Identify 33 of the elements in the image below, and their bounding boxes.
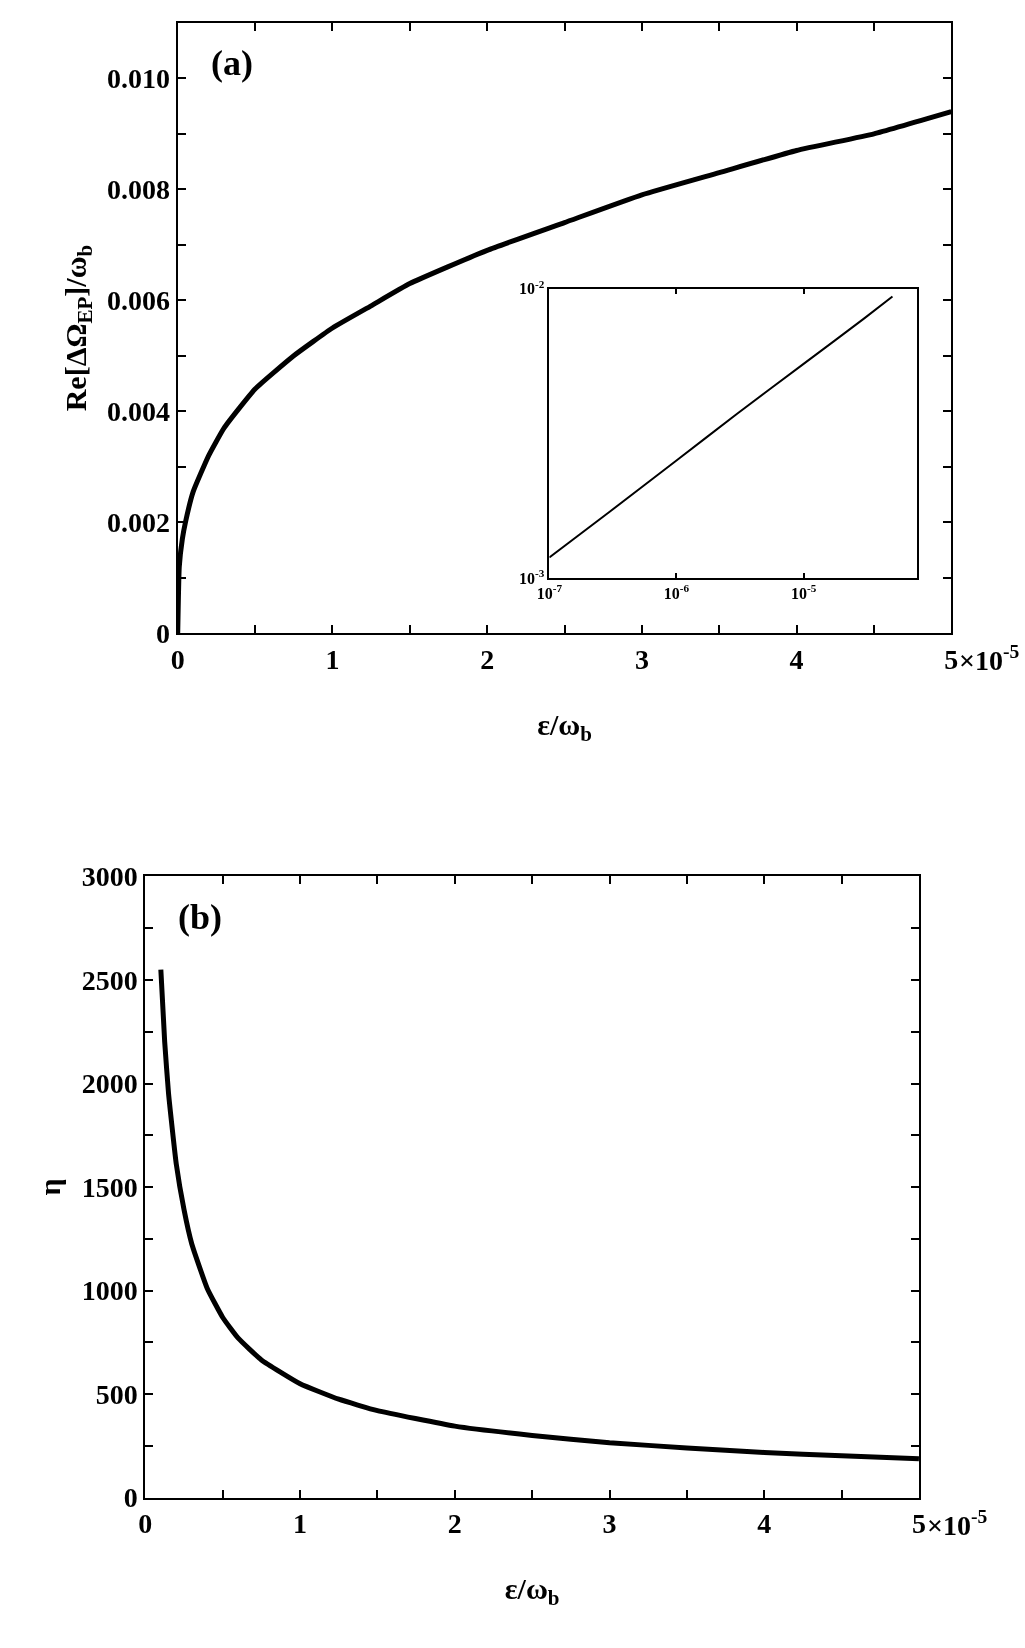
y-tick-label: 0 <box>123 1482 138 1514</box>
x-axis-title: ε/ω$_{b}$ <box>504 1572 560 1611</box>
y-tick-label: 0.010 <box>107 63 171 95</box>
y-tick-label: 0.002 <box>107 506 171 538</box>
x-tick-label: 5 <box>911 1508 926 1540</box>
x-axis-title: ε/ω$_{b}$ <box>537 707 592 747</box>
y-tick-label: 3000 <box>81 861 138 893</box>
y-tick-label: 10$^{-2}$ <box>519 277 545 298</box>
y-tick-label: 0.006 <box>107 285 171 317</box>
text: ×10$^{-5}$ <box>927 1506 988 1541</box>
x-tick-label: 1 <box>293 1508 308 1540</box>
annotation: (a) <box>211 43 253 83</box>
x-tick-label: 4 <box>789 643 804 675</box>
y-tick-label: 1000 <box>81 1275 138 1307</box>
y-tick-label: 2500 <box>81 964 138 996</box>
y-tick-label: 1500 <box>81 1171 138 1203</box>
x-tick-label: 1 <box>325 643 340 675</box>
x-tick-label: 10$^{-6}$ <box>663 582 690 603</box>
x-tick-label: 2 <box>447 1508 462 1540</box>
y-tick-label: 500 <box>95 1378 138 1410</box>
y-axis-title: η <box>33 1178 67 1196</box>
y-tick-label: 0.004 <box>107 396 171 428</box>
x-tick-label: 3 <box>634 643 649 675</box>
x-tick-label: 3 <box>602 1508 617 1540</box>
annotation: (b) <box>178 897 222 937</box>
x-tick-label: 4 <box>757 1508 772 1540</box>
text: ×10$^{-5}$ <box>959 641 1020 676</box>
y-tick-label: 2000 <box>81 1068 138 1100</box>
x-tick-label: 10$^{-5}$ <box>790 582 817 603</box>
x-tick-label: 2 <box>480 643 495 675</box>
x-tick-label: 5 <box>944 643 959 675</box>
y-tick-label: 0.008 <box>107 174 171 206</box>
y-tick-label: 0 <box>156 617 171 649</box>
